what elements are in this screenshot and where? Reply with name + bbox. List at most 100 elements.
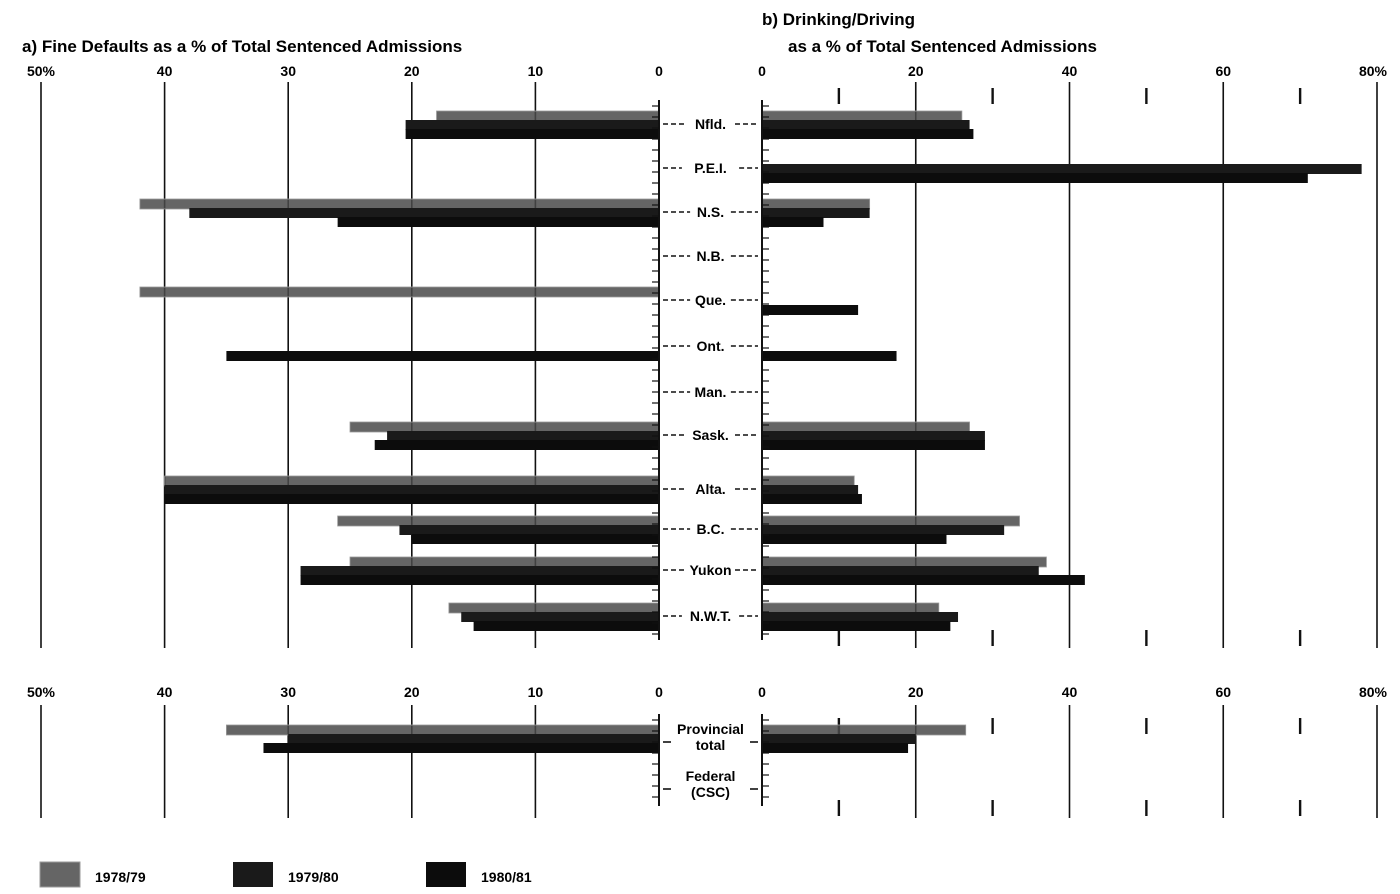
panel-a-bar-yukon-1980-81	[300, 575, 659, 585]
panel-a-bar-alta-1979-80	[164, 485, 659, 495]
panel-b-bar-n-s-1979-80	[762, 208, 870, 218]
axes-layer	[652, 100, 769, 806]
legend-label-1979-80: 1979/80	[288, 869, 339, 885]
panel-b-bar-sask-1979-80	[762, 431, 985, 441]
panel-b-bar-yukon-1978-79	[761, 556, 1047, 568]
panel-b-tick-label: 60	[1215, 684, 1231, 700]
panel-b-bar-ont-1980-81	[762, 351, 897, 361]
panel-b-total-bar-provincial-total-1979-80	[762, 734, 916, 744]
panel-b-bar-n-s-1978-79	[761, 198, 871, 210]
panel-a-bar-n-w-t-1979-80	[461, 612, 659, 622]
panel-b-tick-label: 80%	[1359, 63, 1388, 79]
panel-a-tick-label: 30	[280, 63, 296, 79]
panel-b-bar-alta-1980-81	[762, 494, 862, 504]
panel-b-bar-n-w-t-1980-81	[762, 621, 951, 631]
panel-a-bar-b-c-1978-79	[337, 515, 660, 527]
panel-a-bar-nfld-1980-81	[405, 129, 659, 139]
panel-a-bar-n-s-1980-81	[337, 217, 659, 227]
panel-a-tick-label: 30	[280, 684, 296, 700]
panel-a-title: a) Fine Defaults as a % of Total Sentenc…	[22, 37, 462, 56]
panel-a-total-bar-provincial-total-1978-79	[225, 724, 660, 736]
panel-a-bar-n-s-1979-80	[189, 208, 659, 218]
panel-a-bar-nfld-1978-79	[436, 110, 660, 122]
panel-a-bar-que-1978-79	[139, 286, 660, 298]
panel-b-tick-label: 20	[908, 684, 924, 700]
total-label-federal-csc: Federal (CSC)	[686, 768, 736, 800]
legend-swatch-1980-81	[426, 862, 466, 887]
panel-a-tick-label: 20	[404, 63, 420, 79]
legend-label-1980-81: 1980/81	[481, 869, 532, 885]
panel-a-bar-alta-1978-79	[164, 475, 660, 487]
panel-a-bar-yukon-1979-80	[300, 566, 659, 576]
category-label-n-w-t: N.W.T.	[690, 608, 731, 624]
panel-a-tick-label: 10	[528, 684, 544, 700]
panel-b-tick-label: 0	[758, 63, 766, 79]
panel-a-tick-label: 40	[157, 63, 173, 79]
legend-swatch-1978-79	[39, 861, 81, 888]
legend-label-1978-79: 1978/79	[95, 869, 146, 885]
panel-b-bar-p-e-i-1980-81	[762, 173, 1308, 183]
panel-b-title-line2: as a % of Total Sentenced Admissions	[788, 37, 1097, 56]
panel-b-bar-b-c-1979-80	[762, 525, 1005, 535]
legend: 1978/79 1979/80 1980/81	[39, 861, 532, 888]
panel-a-tick-label: 20	[404, 684, 420, 700]
category-label-sask: Sask.	[692, 427, 729, 443]
panel-b-bar-n-w-t-1978-79	[761, 602, 940, 614]
panel-a-bar-b-c-1979-80	[399, 525, 659, 535]
panel-b-total-bar-provincial-total-1978-79	[761, 724, 967, 736]
panel-a-tick-label: 0	[655, 63, 663, 79]
category-label-p-e-i: P.E.I.	[694, 160, 726, 176]
panel-a-bar-n-w-t-1978-79	[448, 602, 660, 614]
panel-b-bar-nfld-1978-79	[761, 110, 963, 122]
panel-b-bar-sask-1980-81	[762, 440, 985, 450]
panel-b-bar-b-c-1980-81	[762, 534, 947, 544]
panel-b-bar-alta-1978-79	[761, 475, 855, 487]
category-label-man: Man.	[695, 384, 727, 400]
panel-a-tick-label: 50%	[27, 63, 56, 79]
panel-b-bar-alta-1979-80	[762, 485, 859, 495]
panel-b-tick-label: 40	[1062, 63, 1078, 79]
panel-a-tick-label: 10	[528, 63, 544, 79]
panel-a-total-bar-provincial-total-1979-80	[288, 734, 659, 744]
legend-swatch-1979-80	[233, 862, 273, 887]
total-label-provincial-total: Provincial total	[677, 721, 744, 753]
category-label-que: Que.	[695, 292, 726, 308]
panel-b-bar-n-s-1980-81	[762, 217, 824, 227]
panel-a-bar-b-c-1980-81	[411, 534, 659, 544]
category-label-b-c: B.C.	[697, 521, 725, 537]
panel-a-bar-yukon-1978-79	[349, 556, 660, 568]
panel-b-tick-label: 40	[1062, 684, 1078, 700]
panel-b-tick-label: 0	[758, 684, 766, 700]
panel-b-bar-sask-1978-79	[761, 421, 970, 433]
panel-a-bar-nfld-1979-80	[405, 120, 659, 130]
panel-a-tick-label: 0	[655, 684, 663, 700]
panel-a-bar-n-w-t-1980-81	[473, 621, 659, 631]
panel-b-bar-nfld-1979-80	[762, 120, 970, 130]
bars-layer	[139, 110, 1362, 753]
labels-layer: 0 0 10 10 20 20 30 30 40 40 50% 50% 0 0 20 20 40 40 60 60 80…	[27, 63, 1388, 800]
panel-a-bar-sask-1980-81	[374, 440, 659, 450]
category-label-alta: Alta.	[695, 481, 725, 497]
panel-b-tick-label: 80%	[1359, 684, 1388, 700]
panel-b-bar-p-e-i-1979-80	[762, 164, 1362, 174]
panel-a-bar-sask-1979-80	[387, 431, 659, 441]
panel-a-bar-ont-1980-81	[226, 351, 659, 361]
panel-b-bar-b-c-1978-79	[761, 515, 1020, 527]
panel-a-bar-n-s-1978-79	[139, 198, 660, 210]
panel-a-bar-sask-1978-79	[349, 421, 660, 433]
panel-b-tick-label: 20	[908, 63, 924, 79]
category-label-nfld: Nfld.	[695, 116, 726, 132]
panel-b-bar-yukon-1979-80	[762, 566, 1039, 576]
panel-b-title-line1: b) Drinking/Driving	[762, 10, 915, 29]
panel-a-total-bar-provincial-total-1980-81	[263, 743, 659, 753]
category-label-n-b: N.B.	[697, 248, 725, 264]
panel-b-tick-label: 60	[1215, 63, 1231, 79]
grid-layer	[40, 82, 1378, 818]
panel-a-tick-label: 50%	[27, 684, 56, 700]
panel-b-bar-yukon-1980-81	[762, 575, 1085, 585]
category-label-n-s: N.S.	[697, 204, 724, 220]
panel-a-tick-label: 40	[157, 684, 173, 700]
panel-b-bar-n-w-t-1979-80	[762, 612, 959, 622]
panel-b-bar-que-1980-81	[762, 305, 859, 315]
